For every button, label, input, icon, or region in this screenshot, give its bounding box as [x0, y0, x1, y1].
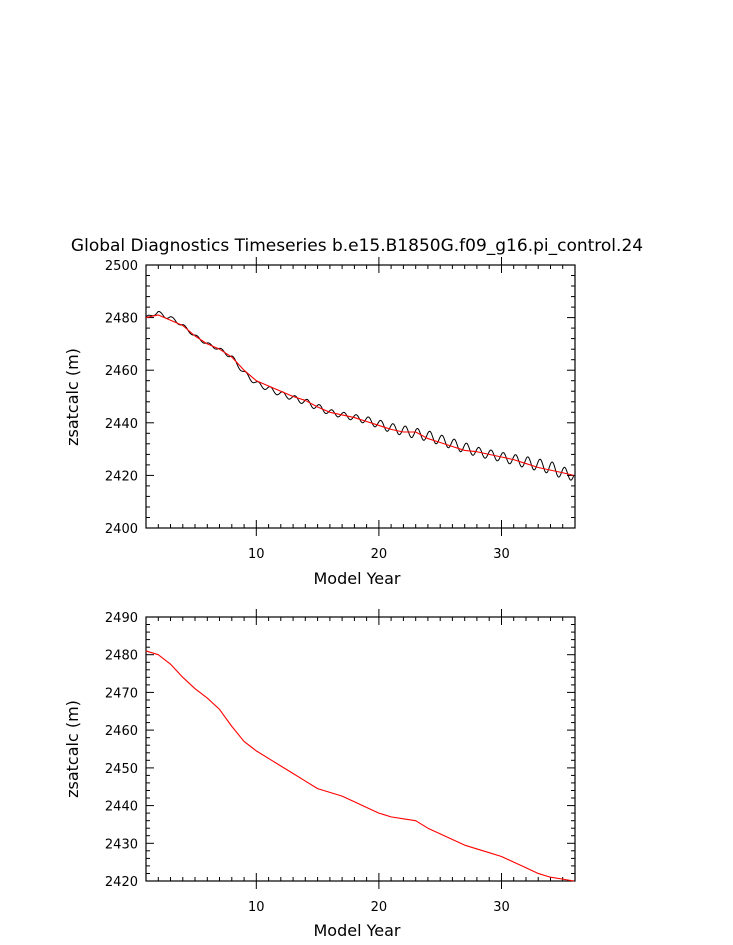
y-tick-label: 2400 [105, 522, 138, 537]
y-tick-label: 2490 [105, 611, 138, 626]
y-axis-label: zsatcalc (m) [63, 348, 82, 446]
y-tick-label: 2450 [105, 762, 138, 777]
x-axis-label: Model Year [314, 569, 401, 588]
y-tick-label: 2500 [105, 259, 138, 274]
series-line-annual [145, 650, 574, 882]
x-tick-label: 10 [248, 900, 265, 915]
tick-labels: 10 20 30 2400 2420 2440 2460 2480 2500 [105, 259, 510, 562]
series-line-monthly [145, 310, 575, 481]
y-axis-label: zsatcalc (m) [63, 700, 82, 798]
tick-labels: 10 20 30 2420 2430 2440 2450 2460 2470 2480 2490 [105, 611, 510, 915]
series-lines [145, 310, 575, 481]
y-tick-label: 2480 [105, 312, 138, 327]
y-tick-label: 2440 [105, 417, 138, 432]
y-tick-label: 2470 [105, 686, 138, 701]
y-tick-label: 2420 [105, 875, 138, 890]
x-tick-label: 30 [493, 900, 510, 915]
x-tick-label: 20 [371, 900, 388, 915]
plot-frame [145, 616, 576, 882]
y-tick-label: 2460 [105, 364, 138, 379]
y-tick-label: 2440 [105, 800, 138, 815]
x-tick-label: 30 [493, 547, 510, 562]
x-tick-label: 10 [248, 547, 265, 562]
series-line-annual [145, 314, 574, 476]
plot-frame [145, 264, 576, 529]
x-tick-label: 20 [371, 547, 388, 562]
tick-marks [145, 257, 576, 536]
panel-top: 10 20 30 2400 2420 2440 2460 2480 2500 Model Yea… [63, 257, 576, 588]
series-lines [145, 650, 574, 882]
y-tick-label: 2480 [105, 649, 138, 664]
panel-bottom: 10 20 30 2420 2430 2440 2450 2460 2470 2480 2490 M… [63, 609, 576, 940]
y-tick-label: 2460 [105, 724, 138, 739]
y-tick-label: 2420 [105, 469, 138, 484]
tick-marks [145, 609, 576, 889]
x-axis-label: Model Year [314, 921, 401, 940]
chart-title: Global Diagnostics Timeseries b.e15.B185… [71, 236, 643, 256]
y-tick-label: 2430 [105, 837, 138, 852]
